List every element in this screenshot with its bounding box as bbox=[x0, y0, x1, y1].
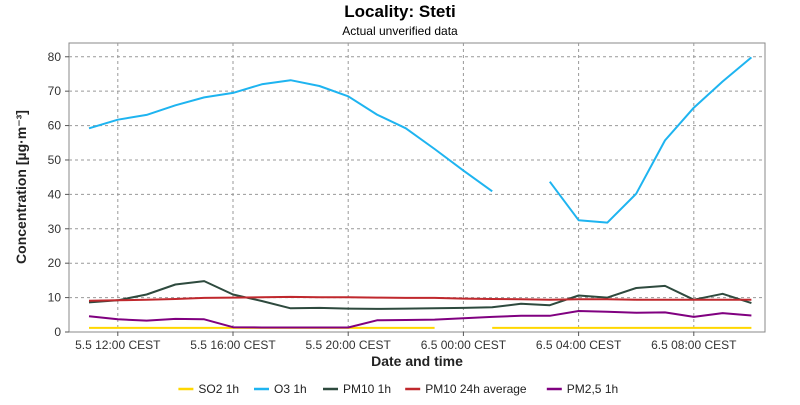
y-tick-label: 40 bbox=[48, 187, 62, 201]
x-axis-label: Date and time bbox=[371, 353, 463, 369]
legend-label-so2-1h: SO2 1h bbox=[198, 382, 239, 396]
legend-label-o3-1h: O3 1h bbox=[274, 382, 307, 396]
plot-area bbox=[68, 42, 766, 333]
legend-label-pm10-24h-average: PM10 24h average bbox=[425, 382, 527, 396]
y-tick-label: 80 bbox=[48, 50, 62, 64]
y-tick-label: 50 bbox=[48, 153, 62, 167]
y-axis-ticks: 0 10 20 30 40 50 60 70 80 bbox=[48, 50, 69, 339]
legend-label-pm10-1h: PM10 1h bbox=[343, 382, 391, 396]
series-line-o3-1h bbox=[88, 56, 753, 224]
y-axis-label: Concentration [µg·m⁻³] bbox=[13, 110, 29, 264]
x-tick-label: 5.5 12:00 CEST bbox=[75, 338, 161, 352]
x-tick-label: 6.5 04:00 CEST bbox=[536, 338, 622, 352]
y-tick-label: 60 bbox=[48, 119, 62, 133]
chart-title: Locality: Steti bbox=[344, 2, 455, 21]
grid-lines bbox=[69, 43, 765, 332]
x-tick-label: 6.5 08:00 CEST bbox=[651, 338, 737, 352]
legend: SO2 1h O3 1h PM10 1h PM10 24h average PM2,5 … bbox=[178, 382, 618, 396]
series-line-pm2-5-1h bbox=[88, 310, 752, 329]
y-tick-label: 70 bbox=[48, 84, 62, 98]
chart-subtitle: Actual unverified data bbox=[342, 24, 458, 38]
x-tick-label: 5.5 20:00 CEST bbox=[306, 338, 392, 352]
y-tick-label: 0 bbox=[54, 325, 61, 339]
legend-label-pm2-5-1h: PM2,5 1h bbox=[567, 382, 618, 396]
x-tick-label: 6.5 00:00 CEST bbox=[421, 338, 507, 352]
series-line-pm10-1h bbox=[88, 280, 752, 310]
x-axis-ticks: 5.5 12:00 CEST 5.5 16:00 CEST 5.5 20:00 CE… bbox=[75, 332, 737, 352]
y-tick-label: 30 bbox=[48, 222, 62, 236]
x-tick-label: 5.5 16:00 CEST bbox=[190, 338, 276, 352]
y-tick-label: 20 bbox=[48, 256, 62, 270]
y-tick-label: 10 bbox=[48, 291, 62, 305]
series-lines bbox=[88, 56, 753, 329]
series-line-pm10-24h-average bbox=[88, 295, 752, 302]
